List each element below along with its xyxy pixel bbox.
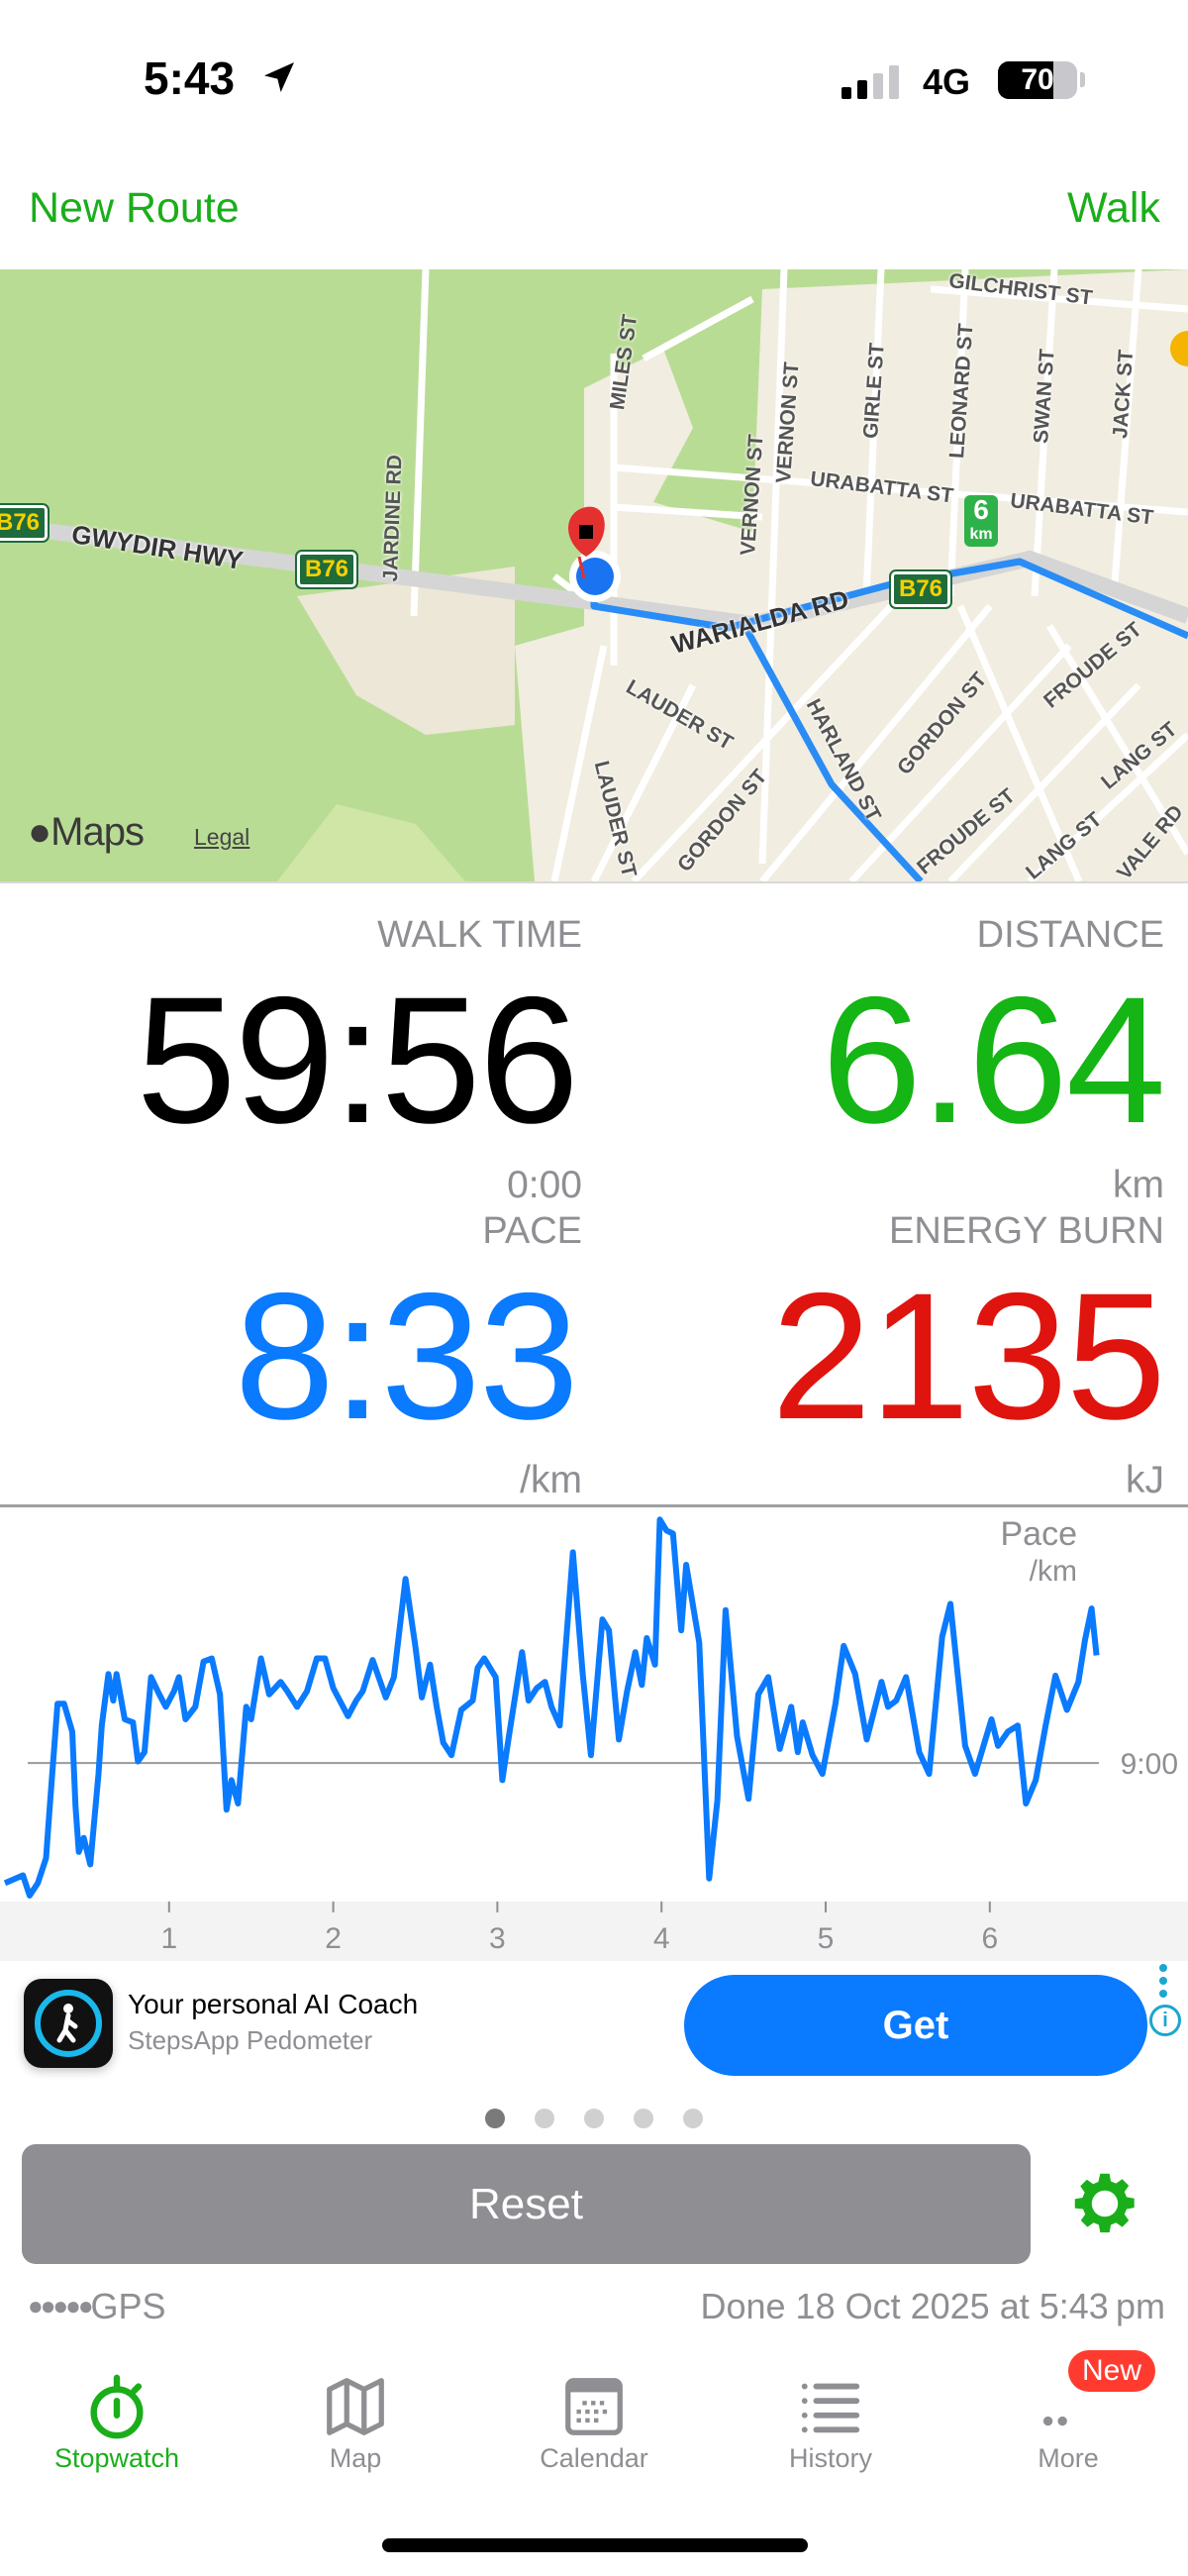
ad-options-icon[interactable]: [1156, 1963, 1170, 1999]
new-route-button[interactable]: New Route: [29, 184, 240, 232]
km-marker-value: 6: [973, 494, 989, 525]
energy-unit: kJ: [1126, 1459, 1164, 1501]
tab-calendar[interactable]: Calendar: [495, 2372, 693, 2473]
home-indicator: [382, 2538, 808, 2552]
route-map[interactable]: B76 B76 B76 6 km GILCHRIST ST VERNON ST …: [0, 269, 1188, 881]
legal-link[interactable]: Legal: [194, 824, 250, 850]
list-icon: [801, 2383, 860, 2433]
page-dot[interactable]: [535, 2109, 554, 2128]
tab-more[interactable]: More New: [969, 2350, 1167, 2473]
walking-figure-icon: [35, 1990, 102, 2057]
ad-title: Your personal AI Coach: [128, 1989, 419, 2019]
tab-label: Calendar: [540, 2443, 648, 2473]
apple-maps-logo: ●Maps: [28, 810, 145, 855]
x-tick-label: 5: [818, 1922, 835, 1955]
ad-subtitle: StepsApp Pedometer: [128, 2025, 373, 2055]
walk-time-value: 59:56: [136, 959, 579, 1161]
apple-logo-icon: ●: [28, 810, 51, 854]
stopwatch-icon: [90, 2374, 144, 2439]
page-dot[interactable]: [584, 2109, 604, 2128]
gps-status: ●●●●●GPS: [28, 2286, 166, 2327]
chart-unit: /km: [1030, 1555, 1077, 1588]
walk-time-label: WALK TIME: [377, 914, 582, 956]
status-time: 5:43: [144, 52, 236, 104]
calendar-icon: [565, 2378, 623, 2435]
location-arrow-icon: [264, 62, 294, 92]
distance-unit: km: [1113, 1164, 1164, 1206]
tab-map[interactable]: Map: [256, 2372, 454, 2473]
settings-gear-icon[interactable]: [1072, 2171, 1138, 2236]
battery-level: 70: [1021, 63, 1054, 96]
page-dot[interactable]: [683, 2109, 703, 2128]
pace-chart[interactable]: 9:00 Pace /km 1 2 3 4 5 6: [0, 1507, 1188, 1961]
reference-label: 9:00: [1121, 1748, 1178, 1781]
done-timestamp: Done 18 Oct 2025 at 5:43 pm: [700, 2286, 1165, 2326]
tab-label: History: [788, 2443, 872, 2473]
street-label: JARDINE RD: [379, 454, 407, 582]
x-tick-label: 1: [160, 1922, 177, 1955]
x-tick-label: 3: [489, 1922, 506, 1955]
km-marker-unit: km: [969, 526, 993, 543]
energy-label: ENERGY BURN: [888, 1210, 1164, 1252]
x-tick-label: 6: [981, 1922, 998, 1955]
map-icon: [327, 2378, 384, 2435]
pace-series-line: [3, 1516, 1100, 1899]
maps-attribution: Maps: [50, 810, 145, 854]
reset-button[interactable]: Reset: [22, 2144, 1031, 2264]
pace-label: PACE: [482, 1210, 582, 1252]
distance-label: DISTANCE: [976, 914, 1164, 956]
battery-icon: 70: [998, 61, 1077, 99]
activity-type-button[interactable]: Walk: [1067, 184, 1160, 232]
x-tick-label: 4: [653, 1922, 670, 1955]
tab-label: Map: [329, 2443, 382, 2473]
page-dot[interactable]: [634, 2109, 653, 2128]
km-marker: 6 km: [964, 495, 998, 547]
distance-value: 6.64: [821, 959, 1166, 1161]
chart-title: Pace: [1001, 1515, 1078, 1553]
ad-app-icon[interactable]: [24, 1979, 113, 2068]
chart-divider: [0, 1504, 1188, 1507]
route-shield: B76: [0, 503, 50, 543]
gps-strength-icon: ●●●●●: [28, 2291, 94, 2320]
walk-time-sub: 0:00: [507, 1164, 582, 1206]
gps-label: GPS: [90, 2286, 166, 2326]
tab-label: Stopwatch: [53, 2443, 180, 2473]
map-divider: [0, 881, 1188, 883]
network-type: 4G: [923, 61, 971, 102]
x-axis-band: [0, 1902, 1188, 1961]
tab-stopwatch[interactable]: Stopwatch: [18, 2372, 216, 2473]
pace-unit: /km: [520, 1459, 582, 1501]
route-shield: B76: [294, 550, 359, 589]
more-icon: [1042, 2416, 1067, 2426]
ad-get-button[interactable]: Get: [684, 1975, 1147, 2076]
signal-icon: [842, 65, 899, 99]
x-tick-label: 2: [325, 1922, 342, 1955]
pace-value: 8:33: [234, 1255, 579, 1457]
tab-history[interactable]: History: [732, 2372, 930, 2473]
map-canvas: [0, 269, 1188, 881]
energy-value: 2135: [771, 1255, 1166, 1457]
battery-tip: [1080, 72, 1085, 87]
tab-label: More: [1038, 2443, 1099, 2473]
new-badge: New: [1068, 2350, 1156, 2392]
ad-info-icon[interactable]: i: [1149, 2005, 1181, 2036]
page-dot[interactable]: [485, 2109, 505, 2128]
route-shield: B76: [888, 569, 953, 609]
